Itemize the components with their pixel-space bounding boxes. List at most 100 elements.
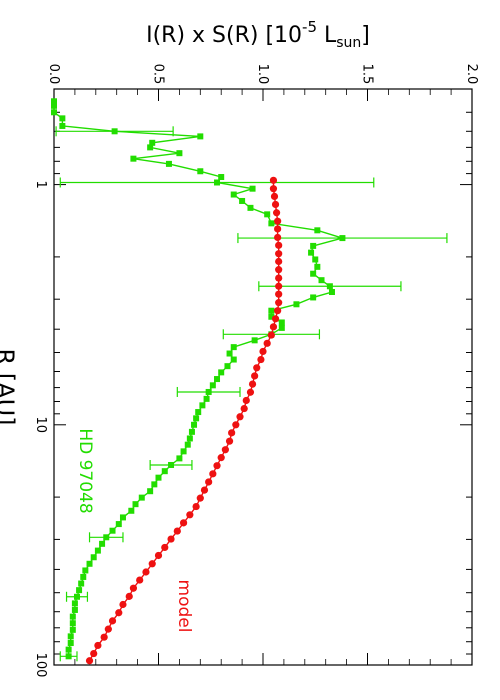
data-point [269,176,278,184]
data-point [69,620,76,627]
data-point [51,98,57,105]
data-point [240,404,248,413]
data-point [253,364,261,372]
data-point [230,356,237,363]
data-point [268,307,275,314]
data-point [132,501,139,508]
data-point [192,502,200,511]
annotation-hd97048: HD 97048 [75,428,95,513]
r-tick-label: 10 [33,417,48,434]
data-point [115,521,122,528]
data-point [249,185,256,192]
series-layer [51,98,448,665]
data-point [186,435,193,442]
data-point [275,274,283,282]
data-point [167,535,175,543]
data-point [71,600,78,607]
data-point [230,191,237,198]
data-point [275,290,283,298]
data-point [155,474,162,481]
data-point [109,527,116,534]
data-point [209,382,216,389]
data-point [230,344,237,351]
data-point [274,217,282,225]
data-point [246,388,255,396]
data-point [67,633,74,640]
data-point [128,507,135,514]
data-point [268,220,275,227]
data-point [205,478,213,486]
data-point [71,606,78,613]
data-point [85,657,94,665]
data-point [236,413,244,421]
data-point [59,122,66,129]
data-point [200,486,209,494]
data-point [251,337,258,344]
data-point [115,609,123,617]
data-point [259,347,267,356]
data-point [94,641,102,650]
data-point [293,301,300,308]
axis-tick-labels: 0.0 0.5 1.0 1.5 2.0 1 10 100 [33,64,479,678]
axis-ticks [53,88,473,666]
data-point [196,494,204,502]
data-point [274,225,282,233]
data-point [209,470,217,478]
data-point [264,211,271,218]
data-point [161,468,168,475]
data-point [151,481,158,488]
data-point [274,233,282,242]
data-point [86,560,93,567]
plot-frame [53,88,473,666]
data-point [310,270,317,277]
data-point [257,355,265,364]
data-point [269,185,278,193]
data-point [69,626,76,633]
data-point [78,580,85,587]
y-axis-title-unit-subscript: sun [336,35,361,51]
data-point [271,200,280,209]
value-tick-label: 0.5 [151,64,166,85]
data-point [251,372,259,380]
data-point [247,204,254,211]
data-point [248,380,257,388]
data-point [184,441,191,448]
data-point [242,396,250,405]
data-point [119,514,126,521]
data-point [90,649,98,658]
data-point [314,263,321,270]
data-point [318,277,325,284]
annotation-model: model [174,580,194,633]
data-point [205,388,212,395]
data-point [65,653,72,660]
data-point [269,323,278,331]
value-tick-label: 2.0 [464,64,479,85]
data-point [203,395,210,402]
data-point [100,633,108,641]
data-point [270,192,279,201]
data-point [94,547,101,554]
data-point [149,139,156,146]
y-axis-title-unit: L [317,23,337,48]
data-point [275,241,283,249]
data-point [199,402,206,409]
y-axis-title-close: ] [361,23,370,48]
data-point [221,446,229,454]
data-point [129,584,138,592]
data-point [65,646,72,653]
x-axis-title: R [AU] [0,348,19,425]
data-point [168,461,175,468]
data-point [191,421,198,428]
data-point [51,109,57,116]
data-point [310,294,317,301]
series-line [53,101,345,657]
data-point [228,429,236,437]
data-point [239,197,246,204]
data-point [59,115,66,122]
data-point [108,617,117,625]
data-point [147,144,154,151]
data-point [217,454,225,462]
data-point [271,315,280,323]
data-point [193,415,200,422]
data-point [148,560,156,568]
